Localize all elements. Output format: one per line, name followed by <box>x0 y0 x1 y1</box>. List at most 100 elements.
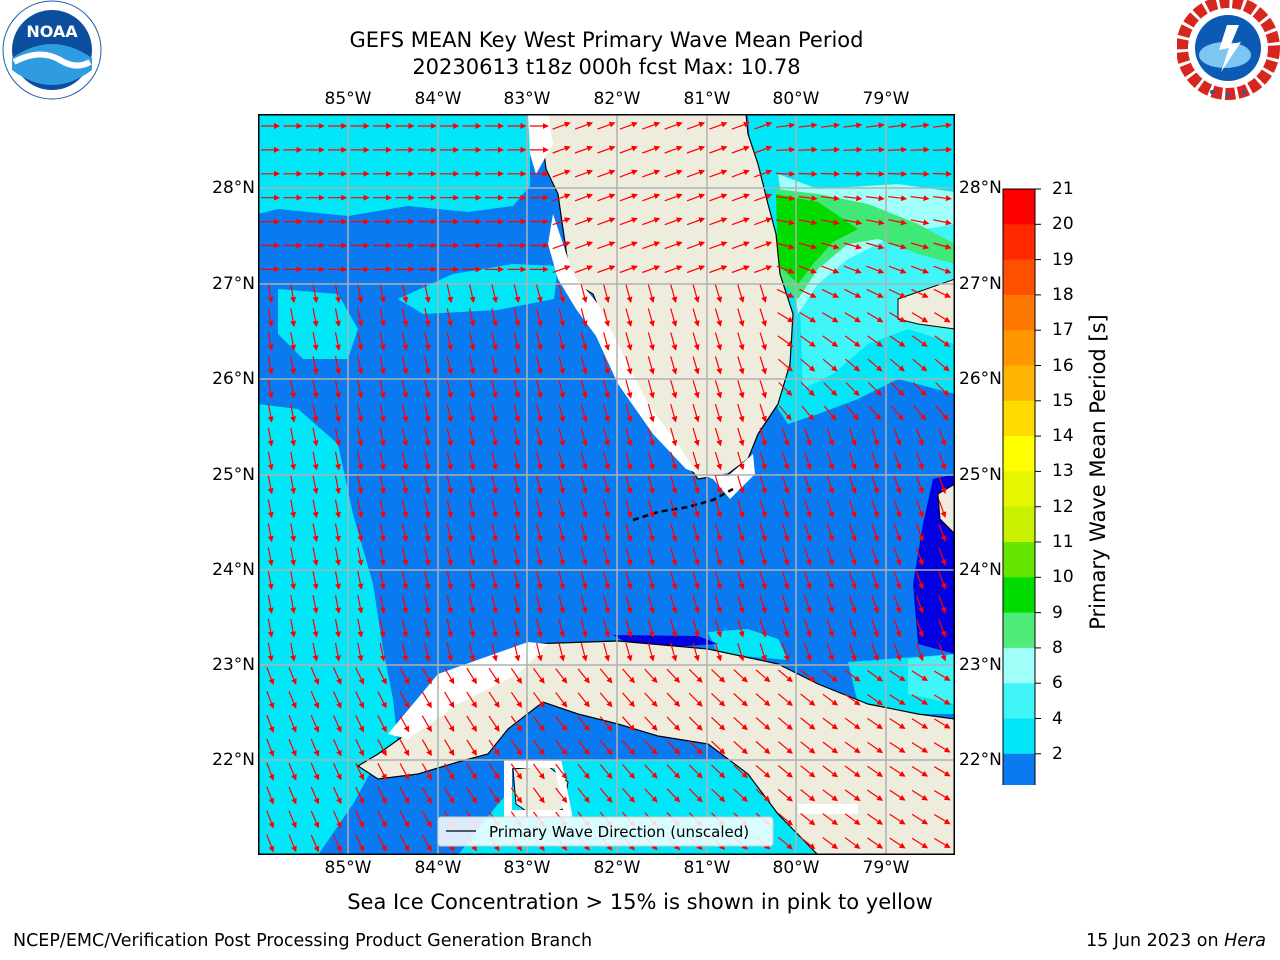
wave-arrow <box>821 312 839 323</box>
wave-arrow <box>290 356 297 375</box>
wave-arrow <box>823 405 837 421</box>
wave-arrow <box>267 499 274 519</box>
wave-arrow <box>799 312 817 323</box>
wave-arrow <box>558 571 566 590</box>
wave-arrow <box>357 284 364 304</box>
wave-arrow <box>536 571 543 590</box>
wave-arrow <box>709 169 728 178</box>
wave-arrow <box>826 547 835 566</box>
wave-arrow <box>821 288 840 298</box>
wave-arrow <box>424 642 431 662</box>
wave-arrow <box>777 312 794 323</box>
wave-arrow <box>798 265 817 274</box>
wave-arrow <box>776 288 795 298</box>
wave-arrow <box>714 284 723 303</box>
wave-arrow <box>938 523 947 542</box>
wave-arrow <box>776 242 795 250</box>
wave-arrow <box>781 499 790 518</box>
wave-arrow <box>647 547 655 566</box>
wave-arrow <box>647 427 655 447</box>
colorbar-tick-label: 13 <box>1052 461 1074 482</box>
wave-arrow <box>670 308 678 327</box>
lat-label-right: 26°N <box>959 369 1002 389</box>
wave-arrow <box>533 668 545 684</box>
wave-arrow <box>755 764 771 778</box>
wave-arrow <box>399 691 410 709</box>
wave-arrow <box>821 195 840 202</box>
wave-arrow <box>913 405 927 421</box>
lat-label-left: 22°N <box>212 750 255 770</box>
wave-arrow <box>332 715 342 733</box>
wave-arrow <box>625 571 633 590</box>
wave-arrow <box>821 265 840 274</box>
lon-label-top: 80°W <box>772 89 820 109</box>
wave-arrow <box>888 122 908 129</box>
wave-arrow <box>355 786 365 805</box>
wave-arrow <box>844 312 861 323</box>
wave-arrow <box>934 335 951 347</box>
wave-arrow <box>848 595 857 614</box>
wave-arrow <box>754 265 773 274</box>
graticule <box>258 114 955 855</box>
wave-arrow <box>574 169 594 178</box>
wave-arrow <box>709 145 728 154</box>
wave-arrow <box>603 523 610 542</box>
wave-arrow <box>603 571 610 590</box>
wave-arrow <box>332 810 342 829</box>
wave-arrow <box>826 523 835 542</box>
wave-arrow <box>290 571 297 590</box>
wave-arrow <box>888 265 907 274</box>
wave-arrow <box>711 692 726 707</box>
wave-arrow <box>822 813 839 826</box>
wave-arrow <box>692 451 700 471</box>
wave-arrow <box>290 475 297 495</box>
wave-arrow <box>603 595 610 614</box>
wave-arrow <box>737 380 745 399</box>
wave-arrow <box>889 670 906 682</box>
wave-arrow <box>533 763 545 780</box>
wave-arrow <box>334 595 341 614</box>
wave-arrow <box>334 308 341 327</box>
wave-arrow <box>290 618 297 638</box>
wave-arrow <box>491 451 498 471</box>
wave-arrow <box>491 618 498 638</box>
wave-arrow <box>332 762 342 781</box>
wave-arrow <box>826 571 835 590</box>
wave-arrow <box>625 403 633 423</box>
wave-arrow <box>759 619 767 638</box>
wave-arrow <box>848 571 857 590</box>
wave-arrow <box>288 691 297 709</box>
colorbar-tick-label: 16 <box>1052 355 1074 376</box>
wave-arrow <box>731 193 750 202</box>
wave-arrow <box>911 670 929 682</box>
wave-arrow <box>826 595 835 614</box>
colorbar-tick-label: 2 <box>1052 743 1063 764</box>
wave-arrow <box>267 355 274 375</box>
wave-arrow <box>843 265 862 274</box>
wave-arrow <box>781 595 790 614</box>
footer-date: 15 Jun 2023 on Hera <box>1086 931 1266 951</box>
wave-arrow <box>266 786 275 805</box>
wave-arrow <box>603 642 610 662</box>
wave-arrow <box>266 762 275 781</box>
wave-arrow <box>622 716 635 732</box>
wave-arrow <box>731 121 750 130</box>
wave-arrow <box>466 667 477 685</box>
wave-arrow <box>844 288 862 298</box>
wave-arrow <box>714 643 723 662</box>
wave-arrow <box>647 403 655 423</box>
colorbar-segment <box>1003 259 1035 296</box>
map-legend: Primary Wave Direction (unscaled) <box>437 816 774 847</box>
wave-arrow <box>711 740 726 755</box>
wave-arrow <box>692 571 700 590</box>
wave-arrow <box>536 356 543 375</box>
wave-arrow <box>670 403 678 423</box>
wave-arrow <box>603 380 610 399</box>
wave-arrow <box>754 169 773 178</box>
wave-arrow <box>759 475 767 495</box>
wave-arrow <box>711 788 726 803</box>
wave-arrow <box>889 741 906 753</box>
wave-arrow <box>647 595 655 614</box>
wave-arrow <box>916 571 924 590</box>
wave-arrow <box>737 308 745 327</box>
